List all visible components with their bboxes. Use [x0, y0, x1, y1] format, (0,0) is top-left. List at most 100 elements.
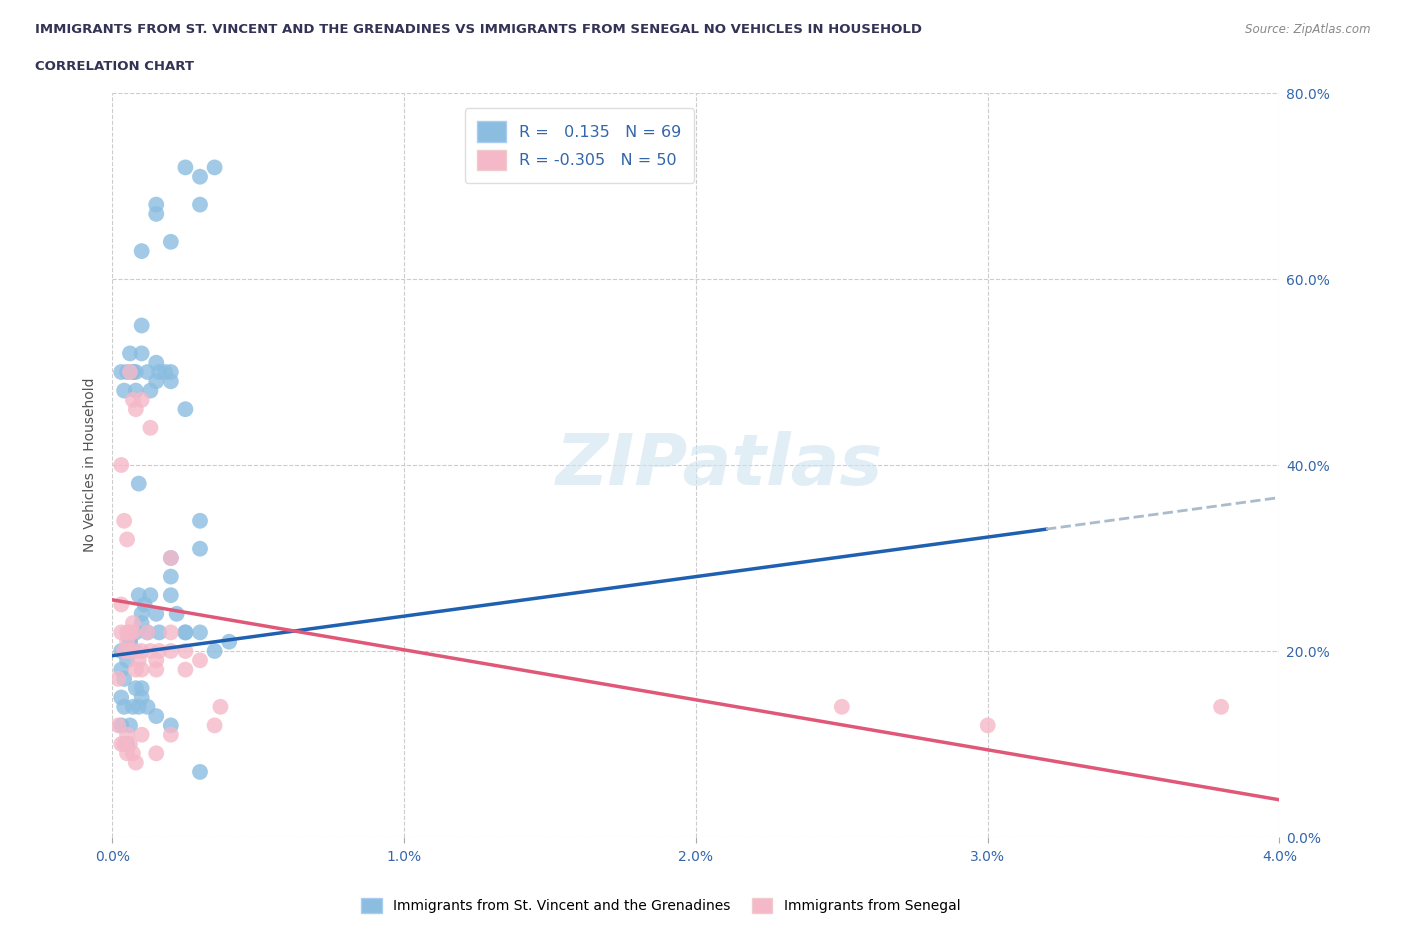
Point	[112, 699, 135, 714]
Point	[160, 374, 183, 389]
Point	[115, 365, 138, 379]
Point	[160, 551, 183, 565]
Point	[136, 625, 159, 640]
Point	[118, 634, 141, 649]
Point	[131, 606, 153, 621]
Point	[122, 392, 145, 407]
Point	[139, 383, 162, 398]
Point	[125, 365, 148, 379]
Point	[125, 681, 148, 696]
Point	[122, 365, 145, 379]
Point	[110, 458, 132, 472]
Point	[128, 476, 150, 491]
Point	[112, 671, 135, 686]
Point	[1209, 699, 1232, 714]
Text: CORRELATION CHART: CORRELATION CHART	[35, 60, 194, 73]
Point	[188, 625, 211, 640]
Point	[131, 616, 153, 631]
Point	[160, 551, 183, 565]
Point	[128, 588, 150, 603]
Point	[110, 718, 132, 733]
Point	[188, 197, 211, 212]
Point	[131, 392, 153, 407]
Point	[118, 634, 141, 649]
Point	[128, 699, 150, 714]
Legend: Immigrants from St. Vincent and the Grenadines, Immigrants from Senegal: Immigrants from St. Vincent and the Gren…	[356, 892, 966, 919]
Point	[174, 160, 197, 175]
Point	[148, 644, 170, 658]
Point	[218, 634, 240, 649]
Point	[160, 644, 183, 658]
Point	[136, 699, 159, 714]
Point	[131, 644, 153, 658]
Point	[131, 681, 153, 696]
Point	[188, 764, 211, 779]
Point	[115, 634, 138, 649]
Text: IMMIGRANTS FROM ST. VINCENT AND THE GRENADINES VS IMMIGRANTS FROM SENEGAL NO VEH: IMMIGRANTS FROM ST. VINCENT AND THE GREN…	[35, 23, 922, 36]
Point	[204, 644, 226, 658]
Point	[174, 625, 197, 640]
Point	[131, 318, 153, 333]
Point	[153, 365, 176, 379]
Point	[118, 346, 141, 361]
Point	[131, 662, 153, 677]
Point	[107, 671, 129, 686]
Point	[118, 625, 141, 640]
Point	[107, 718, 129, 733]
Point	[131, 727, 153, 742]
Point	[145, 746, 167, 761]
Point	[174, 625, 197, 640]
Point	[118, 718, 141, 733]
Point	[115, 737, 138, 751]
Point	[145, 206, 167, 221]
Point	[160, 588, 183, 603]
Text: ZIPatlas: ZIPatlas	[555, 431, 883, 499]
Y-axis label: No Vehicles in Household: No Vehicles in Household	[83, 378, 97, 552]
Point	[145, 662, 167, 677]
Point	[160, 625, 183, 640]
Point	[118, 737, 141, 751]
Point	[204, 160, 226, 175]
Point	[118, 365, 141, 379]
Point	[122, 699, 145, 714]
Point	[136, 625, 159, 640]
Point	[131, 346, 153, 361]
Point	[209, 699, 232, 714]
Point	[131, 244, 153, 259]
Point	[148, 365, 170, 379]
Point	[136, 365, 159, 379]
Point	[115, 727, 138, 742]
Point	[110, 690, 132, 705]
Point	[112, 737, 135, 751]
Point	[174, 644, 197, 658]
Point	[188, 169, 211, 184]
Point	[160, 234, 183, 249]
Point	[128, 653, 150, 668]
Point	[131, 690, 153, 705]
Point	[145, 606, 167, 621]
Point	[122, 365, 145, 379]
Point	[125, 662, 148, 677]
Point	[112, 383, 135, 398]
Point	[148, 625, 170, 640]
Point	[145, 374, 167, 389]
Point	[110, 662, 132, 677]
Point	[112, 644, 135, 658]
Point	[139, 644, 162, 658]
Point	[831, 699, 853, 714]
Point	[174, 402, 197, 417]
Point	[166, 606, 188, 621]
Point	[122, 644, 145, 658]
Point	[115, 653, 138, 668]
Point	[139, 588, 162, 603]
Point	[115, 625, 138, 640]
Point	[115, 532, 138, 547]
Point	[110, 597, 132, 612]
Point	[112, 513, 135, 528]
Text: Source: ZipAtlas.com: Source: ZipAtlas.com	[1246, 23, 1371, 36]
Point	[122, 625, 145, 640]
Point	[145, 709, 167, 724]
Point	[204, 718, 226, 733]
Point	[139, 420, 162, 435]
Point	[110, 625, 132, 640]
